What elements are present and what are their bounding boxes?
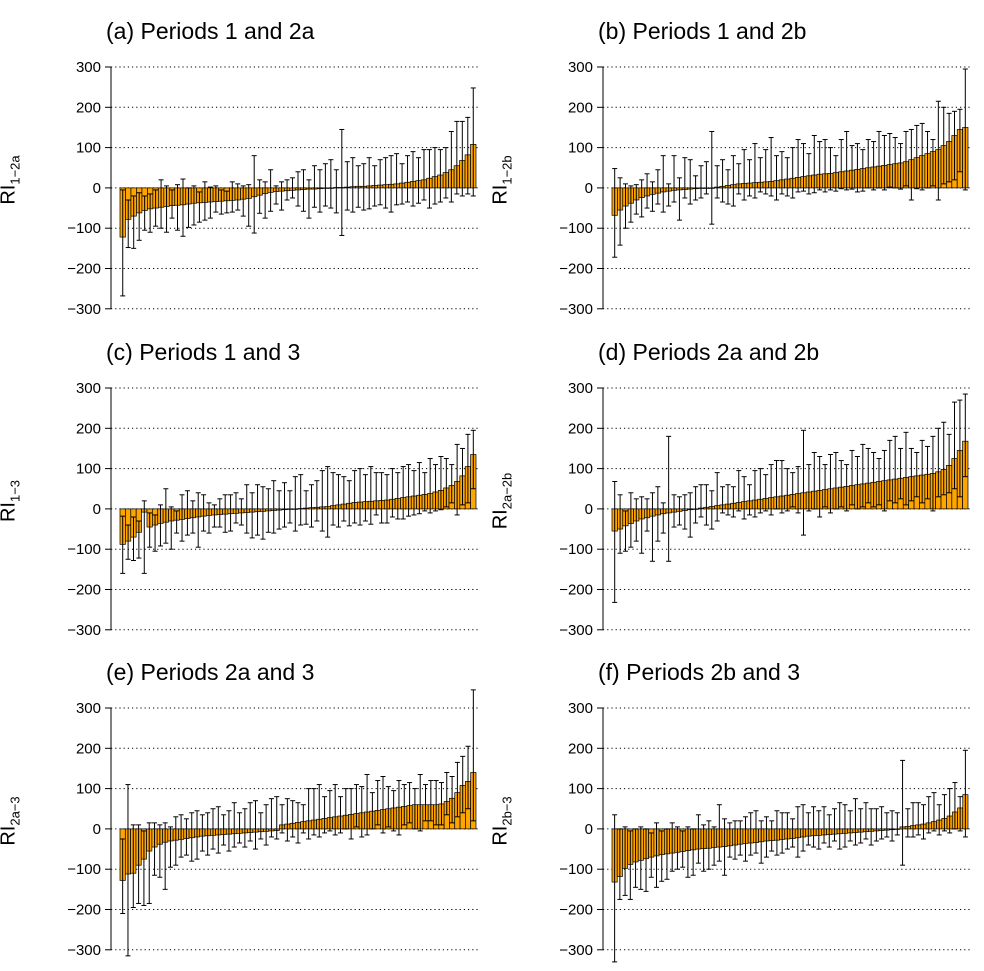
y-tick-label: −200	[559, 902, 593, 919]
y-tick-label: 0	[585, 821, 593, 838]
panel-title: (f) Periods 2b and 3	[598, 659, 801, 685]
panel-title: (b) Periods 1 and 2b	[598, 18, 807, 44]
y-tick-label: 0	[585, 501, 593, 518]
panel-title: (d) Periods 2a and 2b	[598, 339, 820, 365]
y-tick-label: −300	[559, 301, 593, 318]
y-tick-label: 0	[93, 180, 101, 197]
panel-title: (a) Periods 1 and 2a	[106, 18, 315, 44]
chart-svg: 300 200 100 0 −100 −200 −300	[67, 59, 478, 318]
y-tick-label: 300	[76, 59, 101, 76]
panel-e: (e) Periods 2a and 3 RI2a−3 300 200 100 0 −1…	[0, 651, 492, 971]
y-tick-label: 200	[568, 420, 593, 437]
chart-svg: 300 200 100 0 −100 −200 −300	[559, 380, 970, 639]
y-tick-label: 300	[76, 700, 101, 717]
y-tick-label: 300	[568, 700, 593, 717]
y-tick-label: 100	[76, 461, 101, 478]
chart-svg: 300 200 100 0 −100 −200 −300	[67, 380, 478, 639]
y-tick-label: −200	[559, 582, 593, 599]
y-tick-label: 0	[585, 180, 593, 197]
y-tick-label: 0	[93, 501, 101, 518]
y-tick-label: 300	[568, 59, 593, 76]
panel-a: (a) Periods 1 and 2a RI1−2a 300 200 100 0 −1…	[0, 10, 492, 330]
panel-title: (c) Periods 1 and 3	[106, 339, 301, 365]
y-tick-label: 0	[93, 821, 101, 838]
y-tick-label: 100	[568, 140, 593, 157]
y-tick-label: −100	[559, 861, 593, 878]
y-tick-label: −100	[67, 541, 101, 558]
y-tick-label: 200	[76, 420, 101, 437]
y-tick-label: 100	[76, 140, 101, 157]
panel-f: (f) Periods 2b and 3 RI2b−3 300 200 100 0 −1…	[490, 651, 984, 971]
y-tick-label: −100	[559, 541, 593, 558]
y-tick-label: −300	[559, 942, 593, 959]
panel-b: (b) Periods 1 and 2b RI1−2b 300 200 100 0 −1…	[490, 10, 984, 330]
y-tick-label: −300	[67, 622, 101, 639]
chart-svg: 300 200 100 0 −100 −200 −300	[559, 59, 970, 318]
y-tick-label: −200	[67, 902, 101, 919]
chart-svg: 300 200 100 0 −100 −200 −300	[559, 700, 970, 963]
y-tick-label: −200	[67, 582, 101, 599]
y-tick-label: 100	[76, 781, 101, 798]
y-tick-label: −100	[67, 861, 101, 878]
y-tick-label: −100	[559, 220, 593, 237]
y-tick-label: 100	[568, 461, 593, 478]
y-tick-label: −300	[67, 301, 101, 318]
y-tick-label: −300	[559, 622, 593, 639]
y-tick-label: 200	[568, 99, 593, 116]
panel-c: (c) Periods 1 and 3 RI1−3 300 200 100 0 −100…	[0, 331, 492, 651]
y-tick-label: −200	[559, 261, 593, 278]
y-tick-label: 200	[76, 99, 101, 116]
panel-d: (d) Periods 2a and 2b RI2a−2b 300 200 100 0…	[490, 331, 984, 651]
y-tick-label: 200	[568, 740, 593, 757]
y-tick-label: 100	[568, 781, 593, 798]
panel-title: (e) Periods 2a and 3	[106, 659, 315, 685]
y-tick-label: −200	[67, 261, 101, 278]
y-tick-label: 300	[568, 380, 593, 397]
y-tick-label: 300	[76, 380, 101, 397]
y-tick-label: −300	[67, 942, 101, 959]
y-tick-label: 200	[76, 740, 101, 757]
y-tick-label: −100	[67, 220, 101, 237]
chart-svg: 300 200 100 0 −100 −200 −300	[67, 689, 478, 959]
